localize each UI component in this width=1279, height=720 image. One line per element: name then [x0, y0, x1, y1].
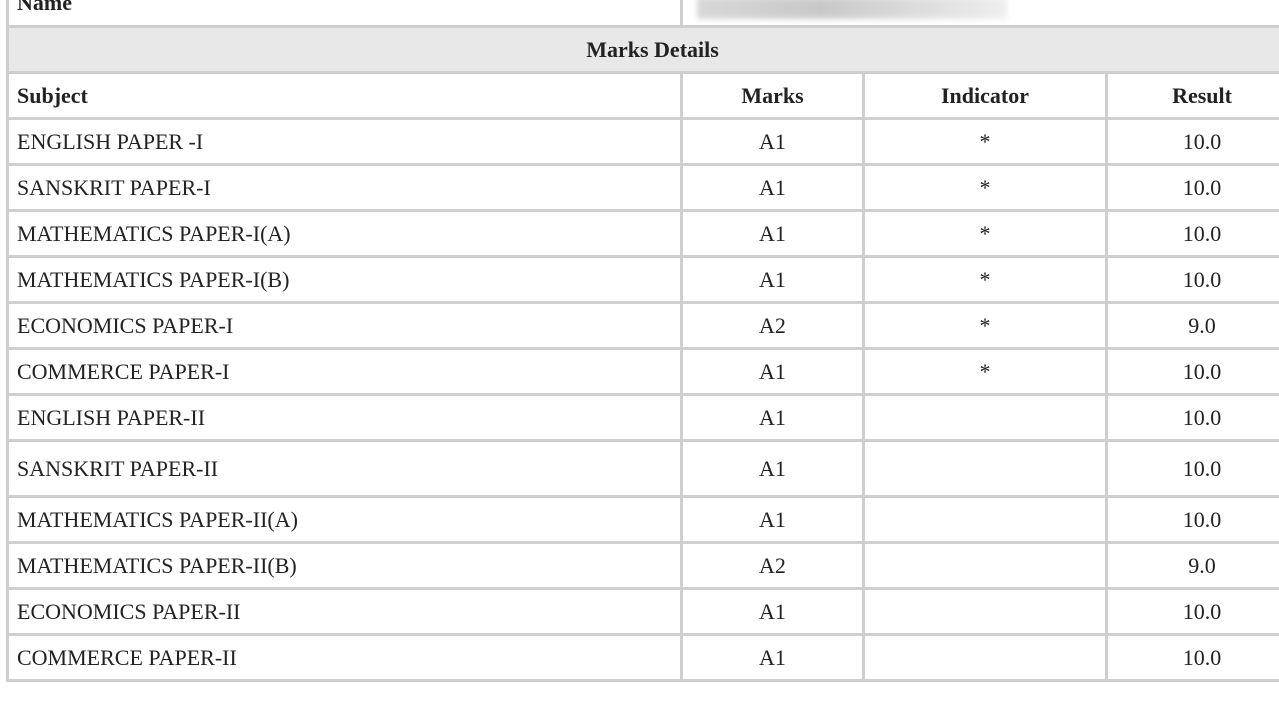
result-cell: 10.0 — [1104, 255, 1279, 304]
subject-cell: SANSKRIT PAPER-I — [6, 163, 683, 212]
subject-cell: MATHEMATICS PAPER-I(B) — [6, 255, 683, 304]
table-row: ENGLISH PAPER -I A1 * 10.0 — [6, 117, 1279, 166]
marks-cell: A1 — [680, 117, 865, 166]
table-row: SANSKRIT PAPER-I A1 * 10.0 — [6, 163, 1279, 212]
marks-cell: A1 — [680, 633, 865, 682]
column-header-row: Subject Marks Indicator Result — [6, 71, 1279, 120]
indicator-cell — [862, 541, 1108, 590]
result-cell: 10.0 — [1104, 209, 1279, 258]
name-label: Name — [6, 0, 683, 28]
marks-table: Name Marks Details Subject Marks Indicat… — [5, 0, 1279, 682]
table-row: COMMERCE PAPER-II A1 10.0 — [6, 633, 1279, 682]
column-header-marks: Marks — [680, 71, 865, 120]
subject-cell: COMMERCE PAPER-II — [6, 633, 683, 682]
table-row: MATHEMATICS PAPER-II(B) A2 9.0 — [6, 541, 1279, 590]
indicator-cell — [862, 633, 1108, 682]
marks-cell: A1 — [680, 347, 865, 396]
marks-memo: Name Marks Details Subject Marks Indicat… — [5, 0, 1279, 682]
table-row: ENGLISH PAPER-II A1 10.0 — [6, 393, 1279, 442]
table-row: MATHEMATICS PAPER-II(A) A1 10.0 — [6, 495, 1279, 544]
indicator-cell: * — [862, 117, 1108, 166]
table-row: SANSKRIT PAPER-II A1 10.0 — [6, 439, 1279, 498]
table-row: MATHEMATICS PAPER-I(A) A1 * 10.0 — [6, 209, 1279, 258]
result-cell: 10.0 — [1104, 393, 1279, 442]
marks-cell: A1 — [680, 495, 865, 544]
subject-cell: ENGLISH PAPER-II — [6, 393, 683, 442]
subject-cell: ECONOMICS PAPER-II — [6, 587, 683, 636]
marks-cell: A2 — [680, 541, 865, 590]
column-header-result: Result — [1104, 71, 1279, 120]
indicator-cell: * — [862, 301, 1108, 350]
indicator-cell — [862, 393, 1108, 442]
name-value-redacted — [679, 0, 1279, 28]
indicator-cell — [862, 587, 1108, 636]
name-row: Name — [6, 0, 1279, 28]
indicator-cell: * — [862, 347, 1108, 396]
marks-cell: A1 — [680, 587, 865, 636]
result-cell: 10.0 — [1104, 439, 1279, 498]
indicator-cell — [862, 495, 1108, 544]
marks-cell: A1 — [680, 393, 865, 442]
marks-cell: A2 — [680, 301, 865, 350]
subject-cell: COMMERCE PAPER-I — [6, 347, 683, 396]
column-header-subject: Subject — [6, 71, 683, 120]
indicator-cell: * — [862, 163, 1108, 212]
result-cell: 10.0 — [1104, 495, 1279, 544]
result-cell: 10.0 — [1104, 347, 1279, 396]
result-cell: 10.0 — [1104, 633, 1279, 682]
marks-cell: A1 — [680, 255, 865, 304]
marks-cell: A1 — [680, 163, 865, 212]
result-cell: 10.0 — [1104, 163, 1279, 212]
table-row: COMMERCE PAPER-I A1 * 10.0 — [6, 347, 1279, 396]
result-cell: 10.0 — [1104, 587, 1279, 636]
section-title: Marks Details — [5, 25, 1279, 74]
subject-cell: MATHEMATICS PAPER-II(A) — [6, 495, 683, 544]
table-row: ECONOMICS PAPER-I A2 * 9.0 — [6, 301, 1279, 350]
subject-cell: MATHEMATICS PAPER-I(A) — [6, 209, 683, 258]
subject-cell: SANSKRIT PAPER-II — [6, 439, 683, 498]
indicator-cell — [862, 439, 1108, 498]
subject-cell: ENGLISH PAPER -I — [6, 117, 683, 166]
result-cell: 9.0 — [1104, 541, 1279, 590]
marks-cell: A1 — [680, 439, 865, 498]
table-row: MATHEMATICS PAPER-I(B) A1 * 10.0 — [6, 255, 1279, 304]
column-header-indicator: Indicator — [862, 71, 1108, 120]
marks-cell: A1 — [680, 209, 865, 258]
section-header-row: Marks Details — [5, 25, 1279, 74]
subject-cell: MATHEMATICS PAPER-II(B) — [6, 541, 683, 590]
table-row: ECONOMICS PAPER-II A1 10.0 — [6, 587, 1279, 636]
subject-cell: ECONOMICS PAPER-I — [6, 301, 683, 350]
result-cell: 10.0 — [1104, 117, 1279, 166]
indicator-cell: * — [862, 255, 1108, 304]
indicator-cell: * — [862, 209, 1108, 258]
result-cell: 9.0 — [1104, 301, 1279, 350]
